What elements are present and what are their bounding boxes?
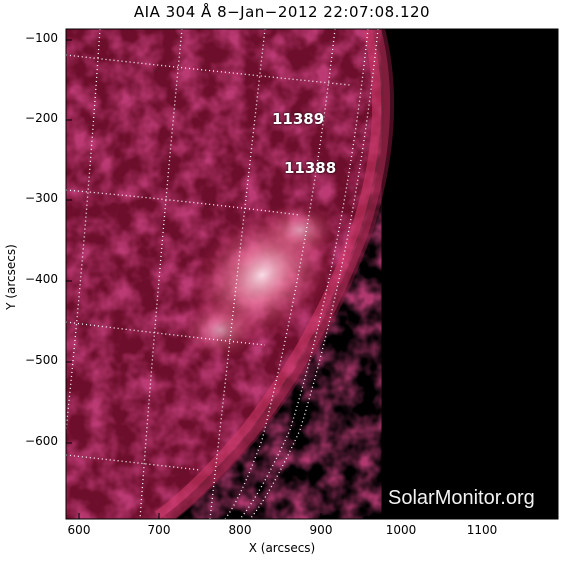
y-tick-label: −600 bbox=[25, 434, 58, 448]
image-title: AIA 304 Å 8−Jan−2012 22:07:08.120 bbox=[133, 3, 431, 21]
x-tick-label: 600 bbox=[67, 523, 91, 537]
x-tick-label: 700 bbox=[147, 523, 171, 537]
y-tick-label: −100 bbox=[25, 31, 58, 45]
x-tick-label: 1000 bbox=[385, 523, 417, 537]
x-tick-label: 1100 bbox=[466, 523, 498, 537]
x-tick-label: 800 bbox=[228, 523, 252, 537]
y-tick-label: −300 bbox=[25, 191, 58, 205]
y-tick-label: −200 bbox=[25, 111, 58, 125]
active-region-label: 11389 bbox=[272, 110, 325, 128]
y-axis-label: Y (arcsecs) bbox=[4, 244, 18, 310]
y-tick-label: −500 bbox=[25, 353, 58, 367]
watermark: SolarMonitor.org bbox=[388, 487, 535, 509]
y-tick-label: −400 bbox=[25, 272, 58, 286]
x-tick-label: 900 bbox=[309, 523, 333, 537]
limb-glow bbox=[154, 29, 391, 519]
coordinate-grid bbox=[66, 29, 379, 519]
x-axis-label: X (arcsecs) bbox=[248, 541, 316, 555]
active-region-label: 11388 bbox=[284, 159, 337, 177]
